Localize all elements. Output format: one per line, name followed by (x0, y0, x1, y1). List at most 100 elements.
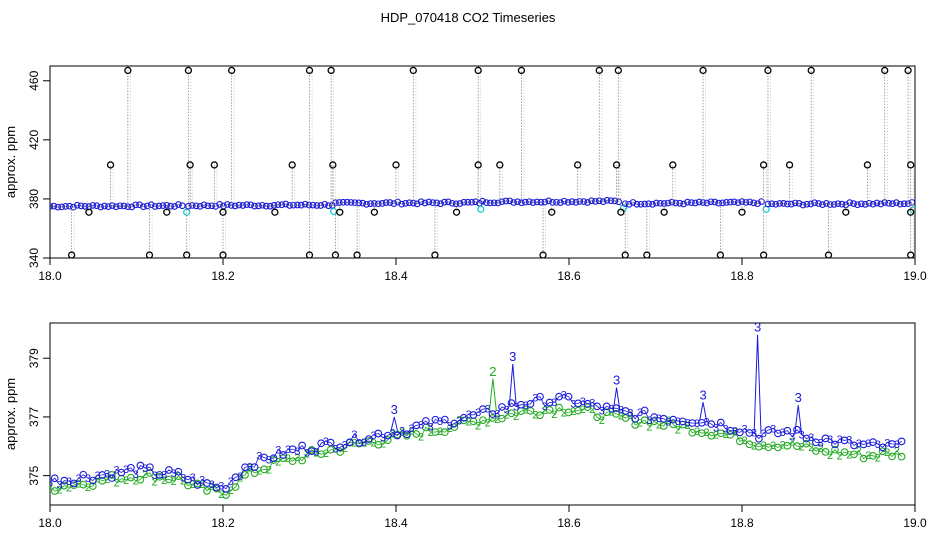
dip-point (452, 208, 461, 216)
spike-mid-point (759, 161, 768, 169)
series-label-2: 2 (532, 410, 538, 422)
series-label-2: 2 (256, 466, 262, 478)
series-point-2 (802, 439, 811, 448)
series-point-3 (755, 434, 763, 443)
spike-low-point (643, 251, 651, 258)
spike-line (699, 402, 708, 421)
series-point-2 (869, 451, 877, 460)
baseline-point (615, 198, 623, 206)
series-point-3 (326, 438, 335, 447)
series-point-2 (460, 416, 468, 425)
baseline-point (93, 202, 101, 210)
series-point-2 (98, 476, 107, 485)
baseline-point (317, 202, 325, 209)
series-label-2: 2 (437, 426, 443, 438)
baseline-point (834, 200, 842, 208)
baseline-point (865, 199, 873, 207)
baseline-point (656, 199, 664, 207)
series-label-2: 2 (818, 443, 824, 455)
series-label-2: 2 (266, 464, 272, 476)
series-point-3 (678, 417, 687, 426)
series-point-3 (127, 463, 135, 472)
baseline-point (62, 203, 69, 210)
series-point-2 (640, 416, 649, 425)
baseline-point (498, 198, 506, 206)
baseline-point (259, 201, 266, 209)
series-point-3 (184, 475, 192, 484)
series-label-3: 3 (523, 400, 529, 412)
series-point-3 (583, 399, 592, 408)
series-label-3: 3 (275, 444, 281, 456)
series-point-3 (888, 440, 896, 448)
plot-frame (49, 65, 916, 259)
series-label-2: 2 (799, 442, 805, 454)
series-label-3: 3 (418, 420, 424, 432)
series-point-2 (783, 441, 792, 450)
series-label-3: 3 (218, 481, 224, 493)
baseline-point (826, 201, 834, 208)
baseline-point (278, 201, 286, 209)
series-label-3: 3 (351, 429, 357, 441)
series-label-3: 3 (608, 403, 614, 415)
dip-point (548, 208, 556, 216)
baseline-point (633, 200, 641, 208)
x-tick-label: 18.0 (38, 269, 62, 283)
spike-line (508, 364, 517, 406)
series-point-2 (764, 443, 773, 452)
series-point-2 (602, 408, 611, 417)
spike-low-point (353, 251, 361, 258)
series-label-3: 3 (656, 413, 662, 425)
series-point-2 (441, 428, 449, 436)
series-label-3: 3 (266, 455, 272, 467)
y-tick-label: 377 (27, 407, 41, 427)
series-label-2: 2 (323, 448, 329, 460)
baseline-point (850, 200, 857, 207)
series-label-3: 3 (703, 417, 709, 429)
baseline-point (811, 199, 819, 207)
series-label-2: 2 (428, 427, 434, 439)
baseline-point (873, 199, 881, 207)
baseline-point (885, 199, 892, 207)
baseline-point (758, 198, 765, 205)
baseline-point (494, 199, 502, 207)
series-point-3 (821, 434, 830, 443)
spike-label: 2 (489, 364, 496, 379)
series-point-3 (621, 407, 630, 415)
baseline-point (54, 203, 62, 211)
series-label-2: 2 (884, 447, 890, 459)
baseline-point (502, 197, 510, 205)
baseline-point (846, 199, 854, 206)
series-label-2: 2 (865, 450, 871, 462)
baseline-point (645, 200, 652, 208)
series-label-3: 3 (389, 427, 395, 439)
series-point-3 (136, 461, 145, 470)
baseline-point (703, 199, 711, 207)
series-label-2: 2 (694, 426, 700, 438)
series-label-2: 2 (618, 411, 624, 423)
series-point-3 (393, 431, 402, 440)
series-point-2 (716, 429, 725, 438)
baseline-point (347, 199, 355, 206)
series-label-2: 2 (646, 421, 652, 433)
series-point-3 (79, 470, 88, 479)
x-tick-label: 18.8 (730, 516, 754, 530)
series-label-3: 3 (570, 398, 576, 410)
x-tick-label: 19.0 (903, 269, 927, 283)
baseline-point (734, 199, 742, 207)
series-label-3: 3 (770, 423, 776, 435)
baseline-point (684, 198, 691, 206)
y-tick-label: 460 (27, 70, 41, 90)
baseline-point (664, 199, 672, 207)
baseline-point (105, 203, 112, 210)
series-point-3 (745, 429, 754, 437)
series-label-3: 3 (580, 396, 586, 408)
boundary-point (477, 205, 485, 213)
series-label-2: 2 (856, 445, 862, 457)
x-tick-label: 18.0 (38, 516, 62, 530)
series-label-2: 2 (199, 479, 205, 491)
series-label-3: 3 (228, 476, 234, 488)
baseline-point (854, 201, 861, 209)
series-label-2: 2 (171, 476, 177, 488)
series-label-3: 3 (66, 476, 72, 488)
series-point-3 (593, 402, 601, 411)
